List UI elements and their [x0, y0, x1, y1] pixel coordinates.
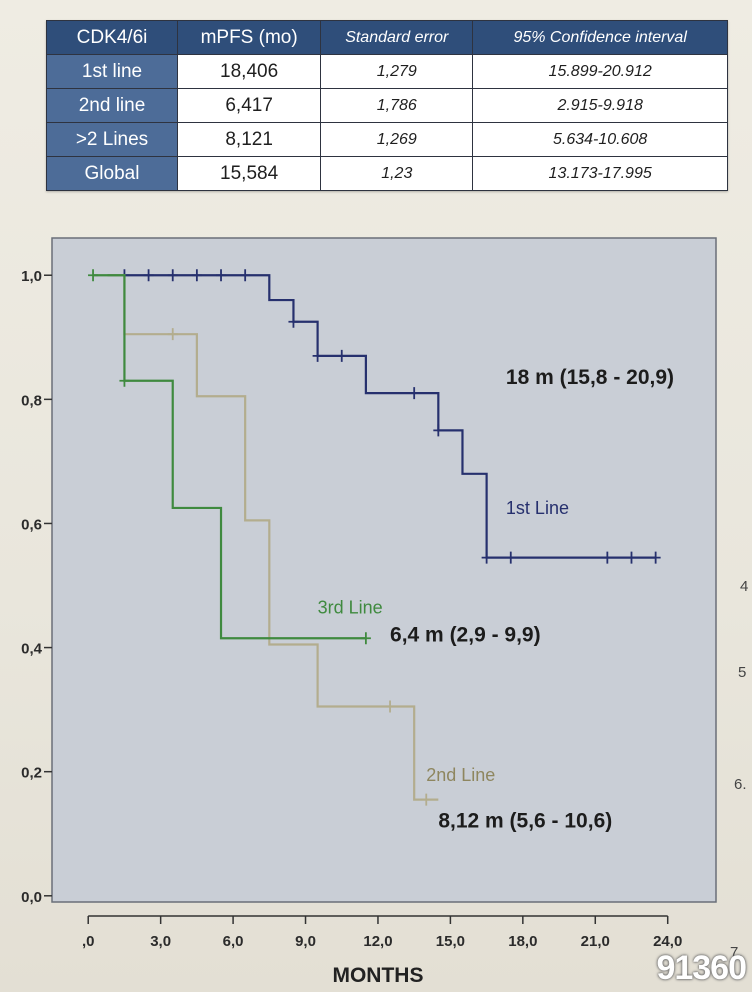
x-tick-label: 6,0: [223, 933, 244, 950]
cell-confidence-interval: 5.634-10.608: [472, 122, 728, 157]
km-curve-2nd-line: [107, 274, 439, 801]
cell-mpfs: 18,406: [176, 54, 322, 89]
censor-mark: [433, 424, 444, 437]
censor-mark: [481, 551, 492, 564]
row-label: >2 Lines: [46, 122, 178, 157]
x-axis-label: MONTHS: [332, 964, 423, 987]
x-tick-label: 18,0: [508, 933, 537, 950]
kaplan-meier-chart: 0,0 0,2 0,4 0,6 0,8 1,0 ,0 3,0 6,0 9,0 12,0 15,0 18,…: [21, 237, 717, 987]
censor-mark: [119, 374, 130, 387]
cell-standard-error: 1,279: [320, 54, 474, 89]
row-label: Global: [46, 156, 178, 191]
y-tick-label: 1,0: [21, 268, 42, 285]
x-tick-label: 24,0: [653, 933, 682, 950]
censor-mark: [505, 551, 516, 564]
margin-glyph: 7.: [730, 944, 743, 961]
censor-mark: [409, 387, 420, 400]
cell-confidence-interval: 15.899-20.912: [472, 54, 728, 89]
row-label: 1st line: [46, 54, 178, 89]
x-tick-label: 21,0: [581, 933, 610, 950]
censor-mark: [240, 269, 251, 282]
censor-mark: [336, 349, 347, 362]
cell-standard-error: 1,23: [320, 156, 474, 191]
row-label: 2nd line: [46, 88, 178, 123]
pfs-summary-table: CDK4/6i mPFS (mo) Standard error 95% Con…: [46, 20, 728, 191]
table-row: >2 Lines 8,121 1,269 5.634-10.608: [46, 122, 728, 157]
censor-mark: [216, 269, 227, 282]
chart-annotation: 3rd Line: [318, 597, 383, 617]
cell-confidence-interval: 2.915-9.918: [472, 88, 728, 123]
col-header-confidence-interval: 95% Confidence interval: [472, 20, 728, 55]
x-tick-label: ,0: [82, 933, 95, 950]
censor-mark: [167, 328, 178, 341]
table-row: 2nd line 6,417 1,786 2.915-9.918: [46, 88, 728, 123]
x-tick-label: 9,0: [295, 933, 316, 950]
chart-annotation: 1st Line: [506, 498, 569, 518]
col-header-treatment: CDK4/6i: [46, 20, 178, 55]
cell-standard-error: 1,786: [320, 88, 474, 123]
cell-mpfs: 15,584: [176, 156, 322, 191]
censor-mark: [360, 632, 371, 645]
censor-mark: [167, 269, 178, 282]
margin-glyph: 5: [738, 664, 747, 681]
x-tick-label: 12,0: [363, 933, 392, 950]
y-tick-label: 0,8: [21, 392, 42, 409]
col-header-mpfs: mPFS (mo): [176, 20, 322, 55]
margin-glyph: 4: [740, 578, 749, 595]
censor-mark: [650, 551, 661, 564]
censor-mark: [626, 551, 637, 564]
chart-annotation: 6,4 m (2,9 - 9,9): [390, 623, 541, 646]
y-tick-label: 0,6: [21, 516, 42, 533]
y-tick-label: 0,2: [21, 765, 42, 782]
cell-mpfs: 6,417: [176, 88, 322, 123]
x-tick-label: 15,0: [436, 933, 465, 950]
km-curve-3rd-line: [93, 274, 366, 640]
censor-mark: [385, 700, 396, 713]
censor-mark: [88, 269, 99, 282]
cell-standard-error: 1,269: [320, 122, 474, 157]
km-curve-1st-line: [107, 274, 656, 559]
x-tick-label: 3,0: [150, 933, 171, 950]
censor-mark: [191, 269, 202, 282]
cell-confidence-interval: 13.173-17.995: [472, 156, 728, 191]
censor-mark: [602, 551, 613, 564]
y-tick-label: 0,4: [21, 641, 43, 658]
table-row: Global 15,584 1,23 13.173-17.995: [46, 156, 728, 191]
table-header-row: CDK4/6i mPFS (mo) Standard error 95% Con…: [46, 20, 728, 55]
censor-mark: [288, 315, 299, 328]
chart-annotation: 2nd Line: [426, 765, 495, 785]
margin-glyph: 6.: [734, 776, 747, 793]
chart-annotation: 8,12 m (5,6 - 10,6): [438, 810, 612, 833]
watermark-logo: 91360: [656, 949, 747, 987]
chart-annotation: 18 m (15,8 - 20,9): [506, 366, 674, 389]
cell-mpfs: 8,121: [176, 122, 322, 157]
y-tick-label: 0,0: [21, 889, 42, 906]
censor-mark: [421, 793, 432, 806]
censor-mark: [143, 269, 154, 282]
plot-area: [51, 237, 717, 903]
censor-mark: [312, 349, 323, 362]
table-row: 1st line 18,406 1,279 15.899-20.912: [46, 54, 728, 89]
col-header-standard-error: Standard error: [320, 20, 474, 55]
